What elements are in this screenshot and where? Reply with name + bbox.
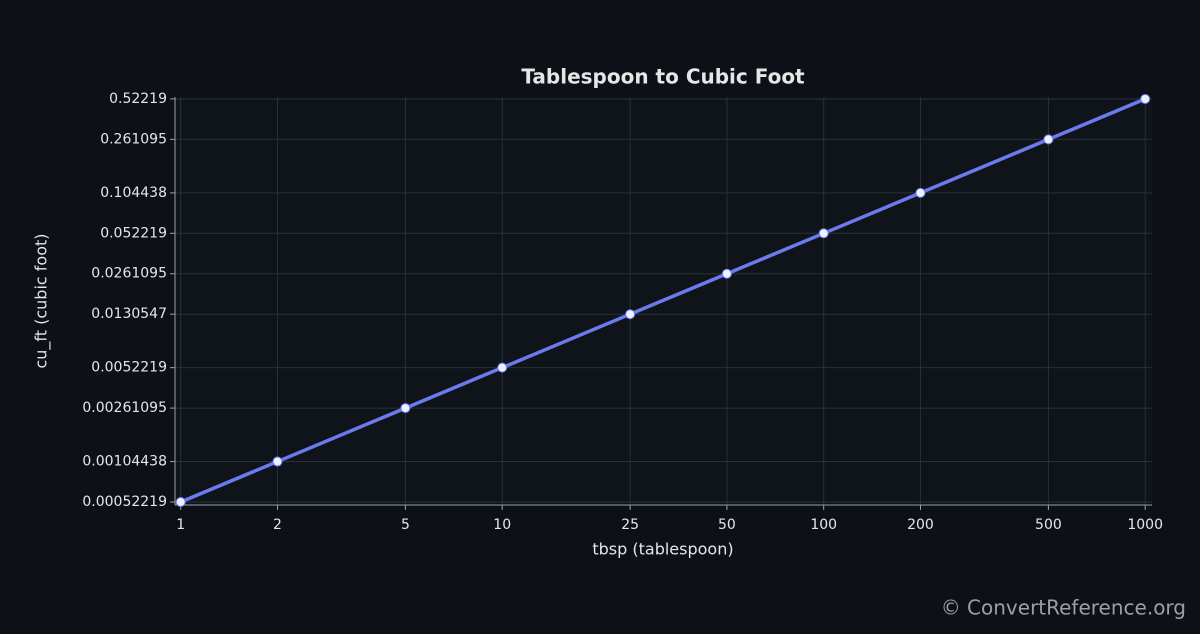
y-tick-label: 0.0130547 xyxy=(91,306,167,322)
y-tick-label: 0.00261095 xyxy=(82,400,167,416)
y-tick-label: 0.052219 xyxy=(100,225,167,241)
point xyxy=(721,268,732,279)
x-tick-label: 5 xyxy=(401,517,410,533)
point xyxy=(818,228,829,239)
x-tick-label: 25 xyxy=(621,517,639,533)
chart-title: Tablespoon to Cubic Foot xyxy=(521,65,805,89)
y-axis-label: cu_ft (cubic foot) xyxy=(32,233,52,368)
y-tick-label: 0.104438 xyxy=(100,185,167,201)
x-tick-label: 50 xyxy=(718,517,736,533)
y-tick-label: 0.261095 xyxy=(100,131,167,147)
y-tick-label: 0.00052219 xyxy=(82,494,167,510)
x-tick-label: 1000 xyxy=(1127,517,1163,533)
x-tick-label: 100 xyxy=(810,517,837,533)
point xyxy=(175,496,186,507)
y-tick-label: 0.00104438 xyxy=(82,454,167,470)
point xyxy=(625,309,636,320)
point xyxy=(497,362,508,373)
x-tick-label: 200 xyxy=(907,517,934,533)
x-tick-label: 1 xyxy=(176,517,185,533)
x-tick-label: 500 xyxy=(1035,517,1062,533)
point xyxy=(1140,93,1151,104)
point xyxy=(400,403,411,414)
point xyxy=(915,187,926,198)
y-tick-label: 0.0052219 xyxy=(91,360,167,376)
point xyxy=(272,456,283,467)
watermark: © ConvertReference.org xyxy=(941,596,1186,620)
x-tick-label: 10 xyxy=(493,517,511,533)
point xyxy=(1043,134,1054,145)
x-axis-label: tbsp (tablespoon) xyxy=(592,540,733,559)
line xyxy=(180,97,1146,504)
x-tick-label: 2 xyxy=(273,517,282,533)
y-tick-label: 0.0261095 xyxy=(91,266,167,282)
y-tick-label: 0.52219 xyxy=(109,91,167,107)
